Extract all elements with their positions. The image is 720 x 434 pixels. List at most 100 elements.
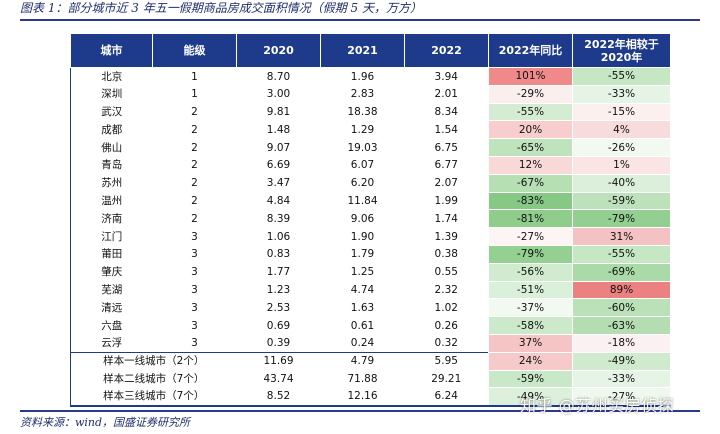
yoy-cell: 20% xyxy=(488,120,573,140)
tier-cell: 3 xyxy=(191,337,198,350)
yoy-cell: -29% xyxy=(488,84,573,104)
value-2022-cell: 3.94 xyxy=(434,70,458,83)
value-2020-cell: 4.84 xyxy=(266,194,291,207)
table-body: 北京 1 8.70 1.96 3.94 101% -55% 深圳 1 3.00 2.83 2.01 -2… xyxy=(70,67,671,408)
value-2021-cell: 6.20 xyxy=(350,177,375,190)
value-2021-cell: 9.06 xyxy=(350,212,375,225)
vs-2020-cell: -15% xyxy=(572,102,671,122)
value-2021-cell: 1.25 xyxy=(350,266,375,279)
value-2021-cell: 19.03 xyxy=(347,141,378,154)
value-2020-cell: 8.52 xyxy=(236,387,321,408)
vs-2020-cell: -69% xyxy=(572,262,671,282)
value-2021-cell: 0.61 xyxy=(350,319,375,332)
source-note: 资料来源：wind，国盛证券研究所 xyxy=(20,416,191,429)
table-row: 云浮 3 0.39 0.24 0.32 37% -18% xyxy=(70,333,671,353)
summary-row: 样本一线城市（2个） 11.69 4.79 5.95 24% -49% xyxy=(70,351,671,371)
city-cell: 成都 xyxy=(70,120,153,139)
value-2022-cell: 6.77 xyxy=(434,159,458,172)
city-cell: 肇庆 xyxy=(70,263,153,282)
value-2020-cell: 1.06 xyxy=(266,230,291,243)
value-2022-cell: 1.39 xyxy=(434,230,458,243)
value-2020-cell: 3.47 xyxy=(266,177,291,190)
vs-2020-cell: 1% xyxy=(572,155,671,175)
city-cell: 苏州 xyxy=(70,174,153,193)
tier-cell: 1 xyxy=(191,70,198,83)
value-2021-cell: 2.83 xyxy=(350,88,375,101)
footer-divider xyxy=(20,410,700,412)
data-table-container: 城市 能级 2020 2021 2022 2022年同比 2022年相较于 2020年 北京… xyxy=(70,33,671,408)
yoy-cell: -79% xyxy=(488,244,573,264)
vs-2020-cell: -18% xyxy=(572,333,671,353)
vs-2020-cell: -49% xyxy=(572,351,671,371)
value-2021-cell: 4.74 xyxy=(350,283,375,296)
vs-2020-cell: -79% xyxy=(572,209,671,229)
tier-cell: 3 xyxy=(191,283,198,296)
value-2021-cell: 1.90 xyxy=(350,230,375,243)
value-2020-cell: 1.77 xyxy=(266,266,291,279)
tier-cell: 2 xyxy=(191,212,198,225)
value-2020-cell: 2.53 xyxy=(266,301,291,314)
tier-cell: 2 xyxy=(191,141,198,154)
vs-2020-cell: -63% xyxy=(572,316,671,335)
yoy-cell: 37% xyxy=(488,333,573,353)
value-2022-cell: 5.95 xyxy=(404,351,489,371)
yoy-cell: 12% xyxy=(488,155,573,175)
tier-cell: 2 xyxy=(191,105,198,118)
tier-cell: 3 xyxy=(191,266,198,279)
value-2022-cell: 2.07 xyxy=(434,177,458,190)
header-2022: 2022 xyxy=(404,33,489,68)
summary-label-cell: 样本一线城市（2个） xyxy=(70,351,237,371)
summary-label-cell: 样本三线城市（7个） xyxy=(70,387,237,408)
table-row: 肇庆 3 1.77 1.25 0.55 -56% -69% xyxy=(70,262,671,282)
yoy-cell: -59% xyxy=(488,369,573,389)
value-2021-cell: 6.07 xyxy=(350,159,375,172)
yoy-cell: -58% xyxy=(488,316,573,335)
city-cell: 武汉 xyxy=(70,103,153,121)
header-yoy-2022: 2022年同比 xyxy=(488,33,573,68)
value-2022-cell: 2.32 xyxy=(434,283,458,296)
value-2022-cell: 6.75 xyxy=(434,141,458,154)
city-cell: 北京 xyxy=(70,67,153,86)
table-row: 六盘 3 0.69 0.61 0.26 -58% -63% xyxy=(70,316,671,335)
value-2022-cell: 0.38 xyxy=(434,248,458,261)
yoy-cell: 24% xyxy=(488,351,573,371)
vs-2020-cell: -55% xyxy=(572,244,671,264)
value-2021-cell: 1.63 xyxy=(350,301,375,314)
caption-divider xyxy=(20,19,700,21)
vs-2020-cell: -60% xyxy=(572,298,671,318)
city-cell: 清远 xyxy=(70,298,153,317)
figure-caption: 图表 1：部分城市近 3 年五一假期商品房成交面积情况（假期 5 天，万方） xyxy=(20,1,422,15)
value-2020-cell: 8.70 xyxy=(266,70,291,83)
tier-cell: 1 xyxy=(191,88,198,101)
tier-cell: 2 xyxy=(191,194,198,207)
value-2022-cell: 2.01 xyxy=(434,88,458,101)
summary-row: 样本二线城市（7个） 43.74 71.88 29.21 -59% -33% xyxy=(70,369,671,389)
value-2021-cell: 4.79 xyxy=(320,351,405,371)
tier-cell: 2 xyxy=(191,159,198,172)
yoy-cell: 101% xyxy=(488,67,573,86)
value-2022-cell: 6.24 xyxy=(404,387,489,408)
value-2022-cell: 1.74 xyxy=(434,212,458,225)
city-cell: 云浮 xyxy=(70,334,153,353)
value-2020-cell: 1.48 xyxy=(266,123,291,136)
value-2022-cell: 0.32 xyxy=(434,337,458,350)
tier-cell: 3 xyxy=(191,230,198,243)
table-row: 佛山 2 9.07 19.03 6.75 -65% -26% xyxy=(70,138,671,157)
header-city: 城市 xyxy=(70,33,153,68)
table-row: 济南 2 8.39 9.06 1.74 -81% -79% xyxy=(70,209,671,229)
vs-2020-cell: -59% xyxy=(572,191,671,211)
value-2020-cell: 0.83 xyxy=(266,248,291,261)
value-2020-cell: 9.07 xyxy=(266,141,291,154)
yoy-cell: -65% xyxy=(488,138,573,157)
table-row: 莆田 3 0.83 1.79 0.38 -79% -55% xyxy=(70,244,671,264)
value-2020-cell: 8.39 xyxy=(266,212,291,225)
vs-2020-cell: -33% xyxy=(572,369,671,389)
table-row: 成都 2 1.48 1.29 1.54 20% 4% xyxy=(70,120,671,140)
tier-cell: 2 xyxy=(191,123,198,136)
value-2021-cell: 12.16 xyxy=(320,387,405,408)
vs-2020-cell: 4% xyxy=(572,120,671,140)
value-2021-cell: 0.24 xyxy=(350,337,375,350)
table-row: 芜湖 3 1.23 4.74 2.32 -51% 89% xyxy=(70,280,671,300)
value-2021-cell: 18.38 xyxy=(347,105,378,118)
value-2021-cell: 1.79 xyxy=(350,248,375,261)
